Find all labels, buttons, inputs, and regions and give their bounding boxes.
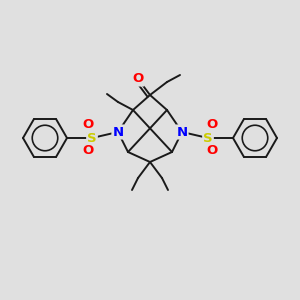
Text: S: S	[87, 131, 97, 145]
Text: O: O	[206, 118, 218, 131]
Text: N: N	[176, 125, 188, 139]
Text: O: O	[82, 145, 94, 158]
Text: S: S	[203, 131, 213, 145]
Text: O: O	[132, 73, 144, 85]
Text: N: N	[112, 125, 124, 139]
Text: O: O	[206, 145, 218, 158]
Text: O: O	[82, 118, 94, 131]
